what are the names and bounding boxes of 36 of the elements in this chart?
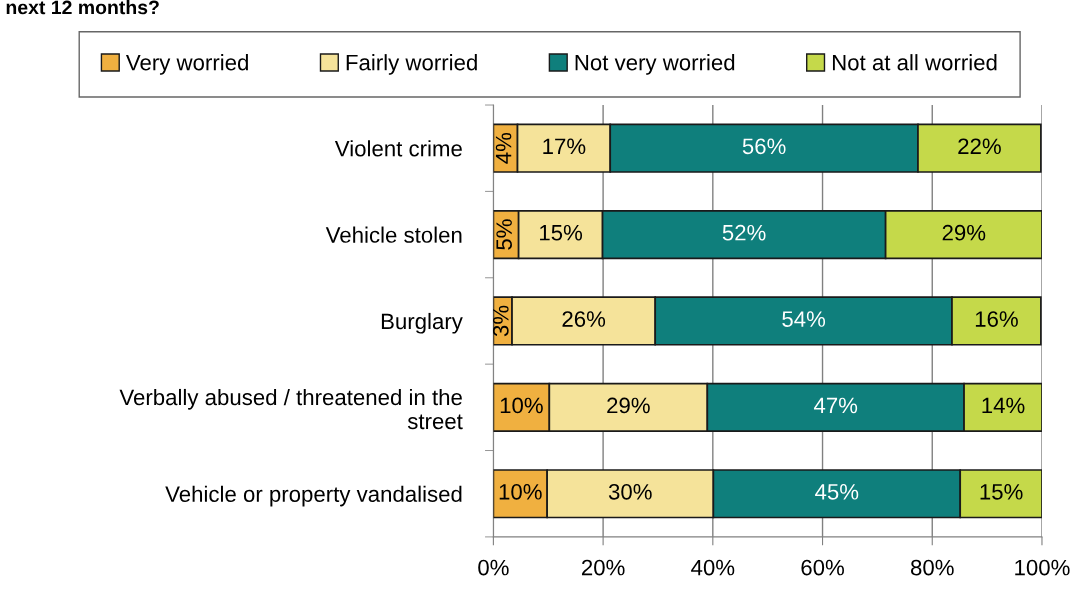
data-label: 15% <box>540 224 583 241</box>
data-label: 17% <box>543 138 586 155</box>
data-label: 26% <box>562 311 606 327</box>
y-tick-label: Burglary <box>381 312 463 334</box>
data-label: 10% <box>500 397 543 414</box>
x-tick-label: 0% <box>478 559 509 576</box>
x-tick-label: 80% <box>910 559 954 576</box>
legend-label: Not at all worried <box>832 54 997 71</box>
data-label: 14% <box>982 397 1025 414</box>
y-tick-label: Violent crime <box>334 140 462 157</box>
x-tick-label: 100% <box>1015 559 1070 576</box>
y-tick-label: Vehicle or property vandalised <box>165 485 462 507</box>
data-label: 30% <box>608 483 652 500</box>
legend-label: Fairly worried <box>346 54 477 75</box>
data-label: 52% <box>722 224 766 241</box>
data-label: 5% <box>496 219 512 250</box>
data-label: 47% <box>813 397 858 414</box>
data-label: 56% <box>742 138 786 155</box>
x-tick-label: 40% <box>691 559 735 576</box>
data-label: 54% <box>782 311 826 327</box>
legend-label: Very worried <box>125 54 248 75</box>
text: next 12 months? <box>6 0 159 15</box>
data-label: 15% <box>980 484 1023 500</box>
y-tick-label: Vehicle stolen <box>325 226 462 243</box>
data-label: 4% <box>495 132 512 164</box>
data-label: 3% <box>492 305 509 337</box>
data-label: 10% <box>499 483 542 500</box>
legend-label: Not very worried <box>575 54 735 75</box>
data-label: 29% <box>607 397 650 414</box>
data-label: 29% <box>942 224 986 241</box>
data-label: 45% <box>815 484 859 500</box>
data-label: 16% <box>975 311 1018 327</box>
data-label: 22% <box>958 138 1001 155</box>
x-tick-label: 20% <box>581 559 625 576</box>
y-tick-label: Verbally abused / threatened in the street <box>119 388 463 430</box>
x-tick-label: 60% <box>801 559 844 576</box>
